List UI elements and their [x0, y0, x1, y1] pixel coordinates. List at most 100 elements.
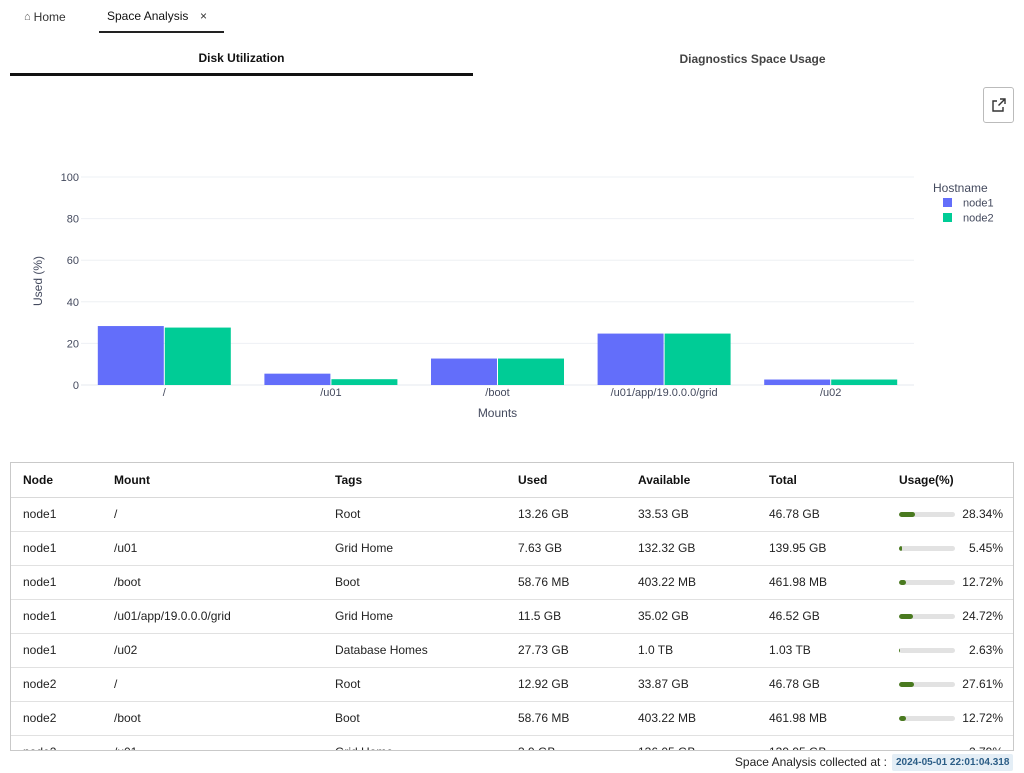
cell-usage: 28.34% [887, 497, 1013, 532]
usage-progress-fill [899, 715, 907, 721]
table-row[interactable]: node1/u02 Database Homes 27.73 GB 1.0 TB 1.0… [11, 633, 1013, 668]
cell-node: node1 [11, 531, 102, 566]
collected-at-label: Space Analysis collected at : [734, 755, 887, 769]
legend-swatch-node1 [943, 198, 952, 207]
header-total[interactable]: Total [757, 463, 887, 498]
cell-available: 35.02 GB [626, 599, 757, 634]
cell-used: 13.26 GB [506, 497, 626, 532]
table-row[interactable]: node2/Root 12.92 GB 33.87 GB 46.78 GB 27.61% [11, 667, 1013, 702]
cell-available: 132.32 GB [626, 531, 757, 566]
table-row[interactable]: node1/boot Boot 58.76 MB 403.22 MB 461.98 MB… [11, 565, 1013, 600]
home-icon: ⌂ [24, 11, 31, 23]
usage-percent: 12.72% [962, 575, 1003, 589]
usage-progress-bar [899, 579, 955, 585]
cell-usage: 24.72% [887, 599, 1013, 634]
cell-total: 139.95 GB [757, 531, 887, 566]
cell-total: 1.03 TB [757, 633, 887, 668]
cell-node: node2 [11, 735, 102, 750]
open-external-button[interactable] [983, 87, 1014, 123]
external-link-icon [991, 98, 1006, 112]
usage-progress-fill [899, 647, 901, 653]
tab-home[interactable]: ⌂ Home [24, 9, 66, 25]
cell-total: 46.78 GB [757, 667, 887, 702]
cell-tags: Grid Home [323, 599, 506, 634]
bar-node2 [498, 358, 564, 385]
table-row[interactable]: node2/boot Boot 58.76 MB 403.22 MB 461.98 MB… [11, 701, 1013, 736]
usage-progress-bar [899, 613, 955, 619]
cell-mount: /boot [102, 565, 323, 600]
cell-mount: /u01/app/19.0.0.0/grid [102, 599, 323, 634]
bar-node2 [831, 379, 898, 385]
legend-label-node2: node2 [963, 213, 994, 225]
cell-usage: 12.72% [887, 565, 1013, 600]
cell-node: node2 [11, 667, 102, 702]
usage-progress-fill [899, 545, 903, 551]
table-row[interactable]: node1/u01/app/19.0.0.0/grid Grid Home 11.5… [11, 599, 1013, 634]
bar-node1 [597, 333, 664, 385]
cell-node: node2 [11, 701, 102, 736]
usage-progress-bar [899, 681, 955, 687]
usage-progress-fill [899, 579, 907, 585]
cell-used: 7.63 GB [506, 531, 626, 566]
disk-usage-table[interactable]: Node Mount Tags Used Available Total Usa… [10, 462, 1014, 751]
usage-progress-bar [899, 647, 955, 653]
header-tags[interactable]: Tags [323, 463, 506, 498]
cell-used: 12.92 GB [506, 667, 626, 702]
usage-progress-fill [899, 681, 915, 687]
y-tick-label: 60 [67, 255, 79, 267]
x-tick-label: /u01/app/19.0.0.0/grid [611, 387, 718, 399]
cell-total: 139.95 GB [757, 735, 887, 750]
header-usage[interactable]: Usage(%) [887, 463, 1013, 498]
cell-used: 58.76 MB [506, 565, 626, 600]
usage-percent: 2.79% [959, 745, 1003, 750]
legend-title: Hostname [933, 181, 988, 195]
subtab-bar: Disk Utilization Diagnostics Space Usage [10, 42, 1014, 76]
usage-progress-bar [899, 749, 955, 750]
legend-swatch-node2 [943, 213, 952, 222]
usage-progress-bar [899, 715, 955, 721]
tab-bar: ⌂ Home Space Analysis × [0, 0, 1024, 34]
cell-tags: Grid Home [323, 735, 506, 750]
cell-available: 33.87 GB [626, 667, 757, 702]
usage-percent: 27.61% [962, 677, 1003, 691]
usage-percent: 5.45% [968, 541, 1003, 555]
y-tick-label: 0 [73, 380, 79, 392]
x-tick-label: /boot [485, 387, 509, 399]
x-tick-label: /u02 [820, 387, 841, 399]
tab-diagnostics-space-usage[interactable]: Diagnostics Space Usage [679, 52, 826, 66]
close-icon[interactable]: × [200, 9, 208, 23]
tab-space-analysis-label: Space Analysis [107, 8, 189, 23]
y-tick-label: 80 [67, 214, 79, 226]
cell-usage: 2.79% [887, 735, 1013, 750]
cell-mount: /boot [102, 701, 323, 736]
tab-home-label: Home [33, 10, 66, 24]
header-used[interactable]: Used [506, 463, 626, 498]
cell-used: 3.9 GB [506, 735, 626, 750]
usage-progress-fill [899, 613, 913, 619]
tab-space-analysis[interactable]: Space Analysis × [99, 0, 224, 33]
cell-tags: Boot [323, 565, 506, 600]
x-axis-title: Mounts [478, 406, 517, 420]
cell-mount: / [102, 667, 323, 702]
bar-node1 [431, 358, 497, 385]
bar-node1 [97, 326, 164, 385]
tab-disk-utilization[interactable]: Disk Utilization [10, 42, 473, 76]
header-node[interactable]: Node [11, 463, 102, 498]
usage-percent: 28.34% [962, 507, 1003, 521]
cell-mount: /u02 [102, 633, 323, 668]
y-axis-title: Used (%) [31, 256, 45, 306]
header-mount[interactable]: Mount [102, 463, 323, 498]
table-row[interactable]: node1/u01 Grid Home 7.63 GB 132.32 GB 139.95… [11, 531, 1013, 566]
usage-progress-fill [899, 749, 901, 750]
table-header-row: Node Mount Tags Used Available Total Usa… [11, 463, 1013, 498]
table-row[interactable]: node1/Root 13.26 GB 33.53 GB 46.78 GB 28.34% [11, 497, 1013, 532]
usage-progress-bar [899, 511, 955, 517]
cell-tags: Root [323, 497, 506, 532]
header-available[interactable]: Available [626, 463, 757, 498]
cell-total: 461.98 MB [757, 701, 887, 736]
cell-available: 403.22 MB [626, 565, 757, 600]
collected-at-timestamp: 2024-05-01 22:01:04.318 [892, 754, 1014, 771]
bar-node2 [164, 327, 231, 385]
cell-usage: 5.45% [887, 531, 1013, 566]
